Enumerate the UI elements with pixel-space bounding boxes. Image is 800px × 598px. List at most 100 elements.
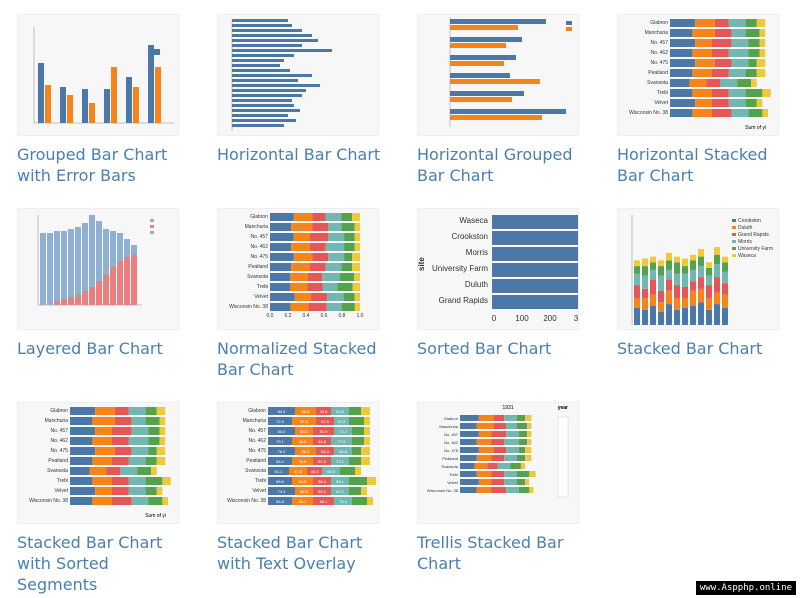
bar-segment	[491, 455, 505, 461]
bar-segment	[137, 467, 152, 475]
bar-segment	[698, 288, 704, 303]
bar-segment	[506, 447, 519, 453]
bar-segment	[128, 407, 146, 415]
bar-segment	[745, 69, 757, 77]
bar-segment	[331, 407, 349, 415]
card-title[interactable]: Layered Bar Chart	[17, 338, 197, 359]
bar-segment	[658, 311, 664, 325]
bar-segment	[162, 477, 171, 485]
bar-segment	[728, 99, 746, 107]
bar-segment	[352, 497, 367, 505]
card-title-line: Bar Chart	[217, 360, 294, 379]
card-title[interactable]: Sorted Bar Chart	[417, 338, 597, 359]
bar-segment	[361, 457, 370, 465]
bar-segment	[714, 277, 720, 293]
bar-segment	[312, 253, 329, 261]
bar-segment	[695, 59, 715, 67]
bar-segment	[295, 407, 316, 415]
card-title[interactable]: Horizontal Stacked Bar Chart	[617, 144, 797, 186]
bar-segment	[354, 233, 360, 241]
svg-text:No. 462: No. 462	[50, 438, 68, 444]
bar-segment	[714, 29, 732, 37]
thumbnail-stacked-sorted-segments[interactable]: Glabron Manchuria No. 457 No. 462 No. 475 Pe…	[17, 402, 179, 524]
svg-text:Wisconsin No. 38: Wisconsin No. 38	[629, 110, 668, 116]
bar-segment	[334, 447, 352, 455]
bar-segment	[712, 99, 729, 107]
bar-segment	[92, 417, 115, 425]
bar-segment	[682, 266, 688, 274]
bar-segment	[527, 431, 532, 437]
thumbnail-normalized-stacked[interactable]: Glabron Manchuria No. 457 No. 462 No. 475 Pe…	[217, 208, 379, 330]
card-title[interactable]: Horizontal Bar Chart	[217, 144, 397, 165]
bar-segment	[268, 447, 295, 455]
svg-text:Svansota: Svansota	[245, 468, 266, 474]
stacked-rows	[670, 19, 771, 117]
grouped-bars	[38, 45, 161, 123]
bar-segment	[682, 307, 688, 325]
svg-text:0.2: 0.2	[285, 313, 292, 319]
thumbnail-horizontal-bar[interactable]	[217, 14, 379, 136]
thumbnail-horizontal-grouped[interactable]	[417, 14, 579, 136]
bar-segment	[674, 262, 680, 274]
bar-segment	[355, 467, 361, 475]
bar-segment	[695, 39, 712, 47]
bar-value-label: 84.3	[278, 409, 287, 414]
card-title[interactable]: Normalized Stacked Bar Chart	[217, 338, 397, 380]
card-title[interactable]: Stacked Bar Chart with Text Overlay	[217, 532, 397, 574]
bar-segment	[270, 213, 294, 221]
bar-segment	[650, 306, 656, 325]
bar-segment	[313, 487, 331, 495]
bar-value-label: 63.8	[336, 409, 345, 414]
svg-text:University Farm: University Farm	[738, 246, 773, 252]
bar-value-label: 58.1	[320, 499, 329, 504]
bar-segment	[270, 273, 291, 281]
card-title[interactable]: Grouped Bar Chart with Error Bars	[17, 144, 197, 186]
bar-segment	[70, 437, 93, 445]
bar-segment	[293, 213, 313, 221]
bar-segment	[670, 99, 696, 107]
bar-segment	[344, 243, 355, 251]
svg-text:Velvet: Velvet	[54, 488, 68, 494]
bar-segment	[690, 254, 696, 261]
thumbnail-trellis-stacked[interactable]: 1931 year Glabron Manchuria No. 457 No. 46…	[417, 402, 579, 524]
svg-text:Svansota: Svansota	[247, 274, 268, 280]
bar-segment	[650, 279, 656, 295]
svg-text:No. 462: No. 462	[248, 438, 266, 444]
thumbnail-stacked-text-overlay[interactable]: Glabron Manchuria No. 457 No. 462 No. 475 Pe…	[217, 402, 379, 524]
svg-text:No. 457: No. 457	[50, 428, 68, 434]
bar-segment	[70, 407, 96, 415]
card-title[interactable]: Trellis Stacked Bar Chart	[417, 532, 597, 574]
bar-segment	[354, 303, 360, 311]
card-title[interactable]: Horizontal Grouped Bar Chart	[417, 144, 597, 186]
svg-text:Trebi: Trebi	[257, 284, 268, 290]
bar-segment	[331, 487, 349, 495]
bar-segment	[516, 423, 528, 429]
card-title[interactable]: Stacked Bar Chart	[617, 338, 797, 359]
bar-segment	[737, 79, 752, 87]
bar-segment	[525, 455, 532, 461]
bar-segment	[728, 69, 746, 77]
bar-segment	[525, 479, 530, 485]
thumbnail-stacked-bar[interactable]: Crookston Duluth Grand Rapids Morris Uni…	[617, 208, 779, 330]
bar-segment	[312, 223, 329, 231]
bar-value-label: 75.4	[339, 499, 348, 504]
variety-labels: Glabron Manchuria No. 457 No. 462 No. 475 Pe…	[229, 214, 269, 310]
bar-segment	[354, 223, 360, 231]
thumbnail-sorted-bar[interactable]: Waseca Crookston Morris University Farm …	[417, 208, 579, 330]
bar-segment	[712, 89, 729, 97]
svg-text:Duluth: Duluth	[738, 225, 753, 231]
watermark: www.Aspphp.online	[695, 581, 796, 595]
bar-segment	[491, 471, 505, 477]
bar-value-label: 51.9	[320, 429, 329, 434]
bar-segment	[748, 39, 760, 47]
axis-title: Sum of yi	[145, 513, 166, 519]
bar-segment	[714, 304, 720, 325]
thumbnail-horizontal-stacked[interactable]: Glabron Manchuria No. 457 No. 462 No. 475 Pe…	[617, 14, 779, 136]
thumbnail-layered-bar[interactable]	[17, 208, 179, 330]
bar-segment	[690, 269, 696, 282]
thumbnail-grouped-bar-error[interactable]	[17, 14, 179, 136]
bar-segment	[682, 287, 688, 299]
card-title[interactable]: Stacked Bar Chart with Sorted Segments	[17, 532, 197, 595]
bar-segment	[334, 427, 352, 435]
bar-segment	[268, 467, 289, 475]
